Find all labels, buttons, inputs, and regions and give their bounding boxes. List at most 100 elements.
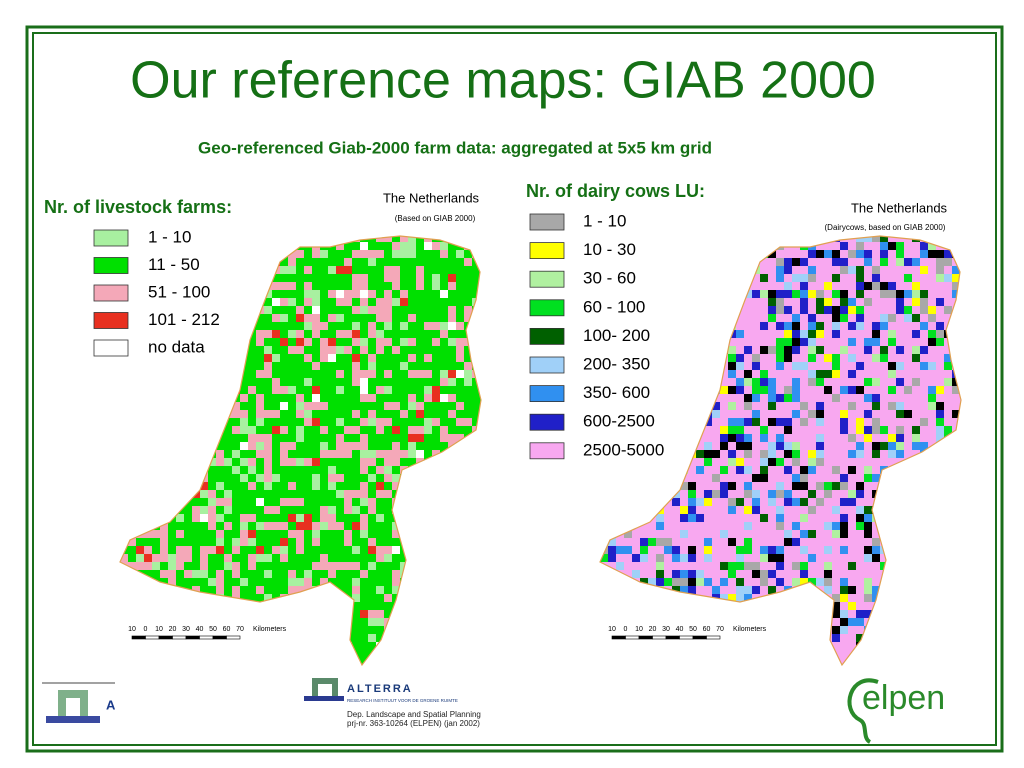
map-cell bbox=[176, 434, 184, 442]
map-cell bbox=[848, 546, 856, 554]
map-cell bbox=[360, 586, 368, 594]
map-cell bbox=[360, 626, 368, 634]
map-cell bbox=[248, 282, 256, 290]
map-cell bbox=[272, 354, 280, 362]
map-cell bbox=[800, 274, 808, 282]
map-cell bbox=[152, 642, 160, 650]
map-cell bbox=[280, 586, 288, 594]
map-cell bbox=[752, 442, 760, 450]
map-cell bbox=[904, 298, 912, 306]
map-cell bbox=[280, 610, 288, 618]
map-cell bbox=[480, 290, 481, 298]
map-cell bbox=[704, 586, 712, 594]
map-cell bbox=[744, 546, 752, 554]
map-cell bbox=[176, 610, 184, 618]
map-cell bbox=[888, 594, 896, 602]
map-cell bbox=[152, 418, 160, 426]
map-cell bbox=[808, 562, 816, 570]
map-cell bbox=[296, 594, 304, 602]
map-cell bbox=[240, 546, 248, 554]
map-cell bbox=[288, 490, 296, 498]
map-cell bbox=[312, 330, 320, 338]
map-cell bbox=[680, 290, 688, 298]
map-cell bbox=[816, 330, 824, 338]
map-cell bbox=[640, 642, 648, 650]
map-cell bbox=[160, 410, 168, 418]
map-cell bbox=[928, 306, 936, 314]
map-cell bbox=[832, 506, 840, 514]
map-cell bbox=[224, 338, 232, 346]
map-cell bbox=[816, 338, 824, 346]
map-cell bbox=[384, 354, 392, 362]
map-cell bbox=[856, 602, 864, 610]
map-cell bbox=[352, 274, 360, 282]
map-cell bbox=[272, 666, 280, 674]
map-cell bbox=[720, 426, 728, 434]
map-cell bbox=[200, 554, 208, 562]
map-cell bbox=[688, 458, 696, 466]
map-cell bbox=[928, 378, 936, 386]
map-cell bbox=[832, 522, 840, 530]
map-cell bbox=[600, 666, 608, 674]
map-cell bbox=[792, 610, 800, 618]
map-cell bbox=[368, 386, 376, 394]
map-cell bbox=[880, 354, 888, 362]
map-cell bbox=[848, 506, 856, 514]
map-cell bbox=[384, 250, 392, 258]
map-cell bbox=[376, 410, 384, 418]
map-cell bbox=[776, 410, 784, 418]
map-cell bbox=[704, 370, 712, 378]
map-cell bbox=[832, 362, 840, 370]
map-cell bbox=[888, 290, 896, 298]
map-cell bbox=[120, 618, 128, 626]
map-cell bbox=[232, 266, 240, 274]
map-cell bbox=[680, 570, 688, 578]
map-cell bbox=[848, 354, 856, 362]
map-cell bbox=[216, 514, 224, 522]
map-cell bbox=[440, 322, 448, 330]
map-cell bbox=[440, 370, 448, 378]
map-cell bbox=[752, 474, 760, 482]
map-cell bbox=[880, 330, 888, 338]
map-cell bbox=[336, 658, 344, 665]
map-cell bbox=[832, 514, 840, 522]
map-cell bbox=[144, 458, 152, 466]
map-cell bbox=[136, 602, 144, 610]
map-cell bbox=[904, 490, 912, 498]
map-cell bbox=[320, 570, 328, 578]
map-cell bbox=[280, 562, 288, 570]
map-cell bbox=[712, 546, 720, 554]
map-cell bbox=[912, 578, 920, 586]
map-cell bbox=[800, 474, 808, 482]
map-cell bbox=[464, 258, 472, 266]
map-cell bbox=[736, 586, 744, 594]
map-cell bbox=[352, 290, 360, 298]
map-cell bbox=[144, 530, 152, 538]
map-cell bbox=[192, 434, 200, 442]
map-cell bbox=[600, 506, 608, 514]
map-cell bbox=[696, 354, 704, 362]
map-cell bbox=[336, 290, 344, 298]
map-cell bbox=[912, 618, 920, 626]
map-cell bbox=[592, 522, 600, 530]
map-cell bbox=[848, 450, 856, 458]
map-cell bbox=[912, 554, 920, 562]
map-cell bbox=[648, 402, 656, 410]
map-cell bbox=[272, 618, 280, 626]
map-cell bbox=[928, 298, 936, 306]
map-cell bbox=[600, 554, 608, 562]
map-cell bbox=[328, 474, 336, 482]
map-cell bbox=[384, 434, 392, 442]
map-cell bbox=[232, 554, 240, 562]
map-cell bbox=[848, 442, 856, 450]
map-cell bbox=[792, 490, 800, 498]
map-cell bbox=[152, 554, 160, 562]
map-cell bbox=[208, 418, 216, 426]
map-cell bbox=[664, 434, 672, 442]
map-cell bbox=[792, 546, 800, 554]
map-cell bbox=[760, 314, 768, 322]
map-cell bbox=[840, 242, 848, 250]
map-cell bbox=[240, 258, 248, 266]
map-cell bbox=[416, 586, 424, 594]
map-cell bbox=[912, 522, 920, 530]
